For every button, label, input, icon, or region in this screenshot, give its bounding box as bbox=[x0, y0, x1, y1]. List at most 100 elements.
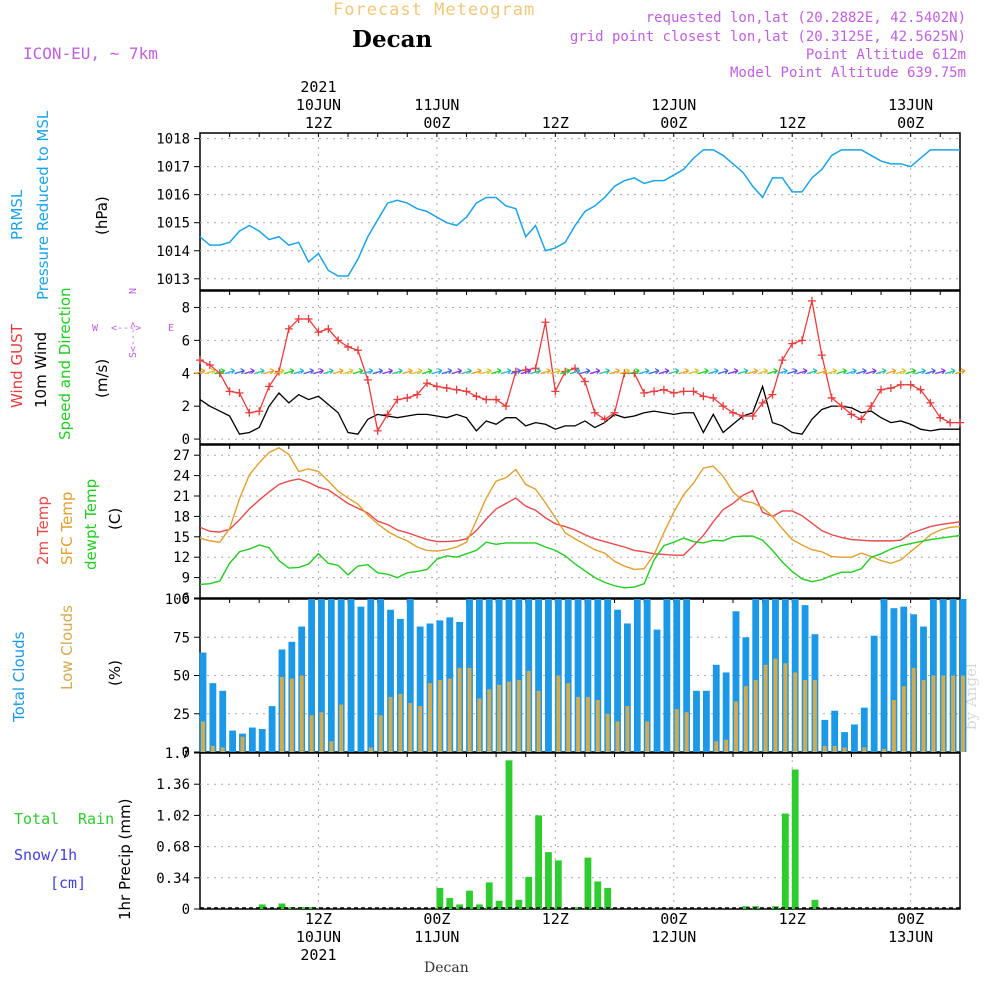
total-cloud-bar bbox=[683, 599, 691, 752]
y-tick-label: 0 bbox=[182, 902, 190, 918]
gust-point-marker bbox=[719, 402, 728, 411]
total-cloud-bar bbox=[900, 606, 908, 752]
total-cloud-bar bbox=[229, 730, 237, 752]
gust-point-marker bbox=[423, 379, 432, 388]
wind-direction-arrow bbox=[668, 368, 680, 375]
low-cloud-bar bbox=[240, 736, 245, 752]
temp-units: (C) bbox=[106, 508, 124, 530]
wind-direction-arrow bbox=[579, 368, 591, 375]
gust-point-marker bbox=[768, 390, 777, 399]
total-cloud-bar bbox=[624, 623, 631, 752]
gust-point-marker bbox=[778, 356, 787, 365]
low-cloud-bar bbox=[684, 712, 689, 752]
precip-bar bbox=[545, 852, 552, 909]
wind-direction-arrow bbox=[254, 368, 265, 375]
total-cloud-bar bbox=[821, 719, 829, 752]
wind-direction-arrow bbox=[560, 368, 571, 375]
low-cloud-bar bbox=[408, 703, 413, 752]
low-cloud-bar bbox=[842, 747, 847, 752]
total-cloud-bar bbox=[663, 599, 671, 752]
gust-point-marker bbox=[482, 395, 491, 404]
low-cloud-bar bbox=[418, 706, 423, 752]
total-cloud-bar bbox=[870, 635, 878, 752]
total-cloud-bar bbox=[653, 629, 661, 752]
gust-point-marker bbox=[857, 415, 866, 424]
precip-bar bbox=[515, 899, 523, 909]
gust-point-marker bbox=[492, 395, 501, 404]
wind-direction-arrow bbox=[490, 368, 502, 375]
t2m-series-line bbox=[199, 478, 961, 556]
gust-point-marker bbox=[669, 389, 678, 397]
y-tick-label: 15 bbox=[173, 530, 190, 546]
precip-bar bbox=[604, 887, 612, 909]
y-tick-label: 1014 bbox=[156, 244, 190, 260]
wind-direction-arrow bbox=[323, 368, 334, 375]
y-tick-label: 4 bbox=[182, 366, 190, 382]
wind-direction-arrow bbox=[263, 368, 275, 375]
wind-direction-arrow bbox=[619, 368, 630, 375]
top-time-label: 12Z bbox=[542, 114, 569, 132]
low-cloud-bar bbox=[585, 696, 590, 752]
y-tick-label: 2 bbox=[182, 399, 190, 415]
wind-direction-arrow bbox=[481, 368, 492, 375]
top-time-label: 00Z bbox=[660, 114, 687, 132]
precip-total-label: Total bbox=[14, 810, 59, 828]
wind-direction-arrow bbox=[451, 368, 463, 375]
gust-point-marker bbox=[442, 384, 451, 393]
low-cloud-bar bbox=[210, 745, 215, 752]
y-tick-label: 50 bbox=[173, 669, 190, 685]
low-cloud-bar bbox=[289, 678, 294, 752]
y-tick-label: 18 bbox=[173, 509, 190, 525]
wind-direction-arrow bbox=[727, 368, 739, 375]
gust-point-marker bbox=[255, 407, 264, 416]
precip-bar bbox=[742, 906, 750, 909]
wind-direction-arrow bbox=[846, 368, 857, 375]
meteogram-title: Forecast Meteogram bbox=[333, 0, 536, 20]
wind-direction-arrow bbox=[569, 368, 581, 375]
gust-point-marker bbox=[245, 408, 254, 417]
wind-direction-arrow bbox=[520, 368, 532, 375]
gust-point-marker bbox=[610, 408, 619, 417]
gust-point-marker bbox=[324, 324, 333, 333]
low-cloud-bar bbox=[734, 701, 738, 752]
total-clouds-label: Total Clouds bbox=[10, 631, 28, 723]
y-tick-label: 0 bbox=[182, 745, 190, 761]
y-tick-label: 1.7 bbox=[165, 746, 190, 762]
total-cloud-bar bbox=[495, 599, 503, 752]
gust-point-marker bbox=[936, 413, 945, 422]
precip-bar bbox=[584, 857, 592, 909]
wind-direction-arrow bbox=[708, 368, 719, 375]
panel-frame bbox=[199, 444, 961, 599]
gust-point-marker bbox=[304, 314, 313, 323]
gust-point-marker bbox=[373, 426, 382, 435]
low-cloud-bar bbox=[862, 747, 867, 752]
wind-direction-arrow bbox=[273, 368, 285, 375]
wind-direction-arrow bbox=[806, 368, 818, 375]
low-cloud-bar bbox=[961, 675, 965, 752]
total-cloud-bar bbox=[564, 599, 572, 752]
precip-bar bbox=[258, 904, 266, 909]
y-tick-label: 6 bbox=[182, 333, 190, 349]
total-cloud-bar bbox=[702, 690, 710, 752]
wind-direction-arrow bbox=[411, 368, 423, 375]
bottom-time-label: 00Z bbox=[660, 910, 687, 928]
wind-direction-arrow bbox=[333, 368, 344, 375]
wind-direction-arrow bbox=[954, 368, 966, 375]
gust-point-marker bbox=[886, 384, 895, 393]
low-cloud-bar bbox=[812, 680, 817, 752]
wind-direction-arrow bbox=[372, 368, 384, 375]
y-tick-label: 1016 bbox=[156, 188, 190, 204]
total-cloud-bar bbox=[722, 672, 730, 752]
wind-direction-arrow bbox=[441, 368, 453, 375]
dewpt-series-line bbox=[199, 534, 961, 589]
gust-point-marker bbox=[531, 364, 540, 373]
temp-2m-label: 2m Temp bbox=[34, 496, 52, 565]
low-cloud-bar bbox=[309, 715, 314, 752]
total-cloud-bar bbox=[890, 608, 898, 752]
wind-direction-arrow bbox=[204, 368, 216, 375]
low-cloud-bar bbox=[487, 689, 492, 752]
wind-direction-arrow bbox=[658, 368, 670, 375]
wind-direction-arrow bbox=[826, 368, 838, 375]
pressure-units: (hPa) bbox=[93, 196, 111, 235]
gust-point-marker bbox=[798, 336, 807, 345]
